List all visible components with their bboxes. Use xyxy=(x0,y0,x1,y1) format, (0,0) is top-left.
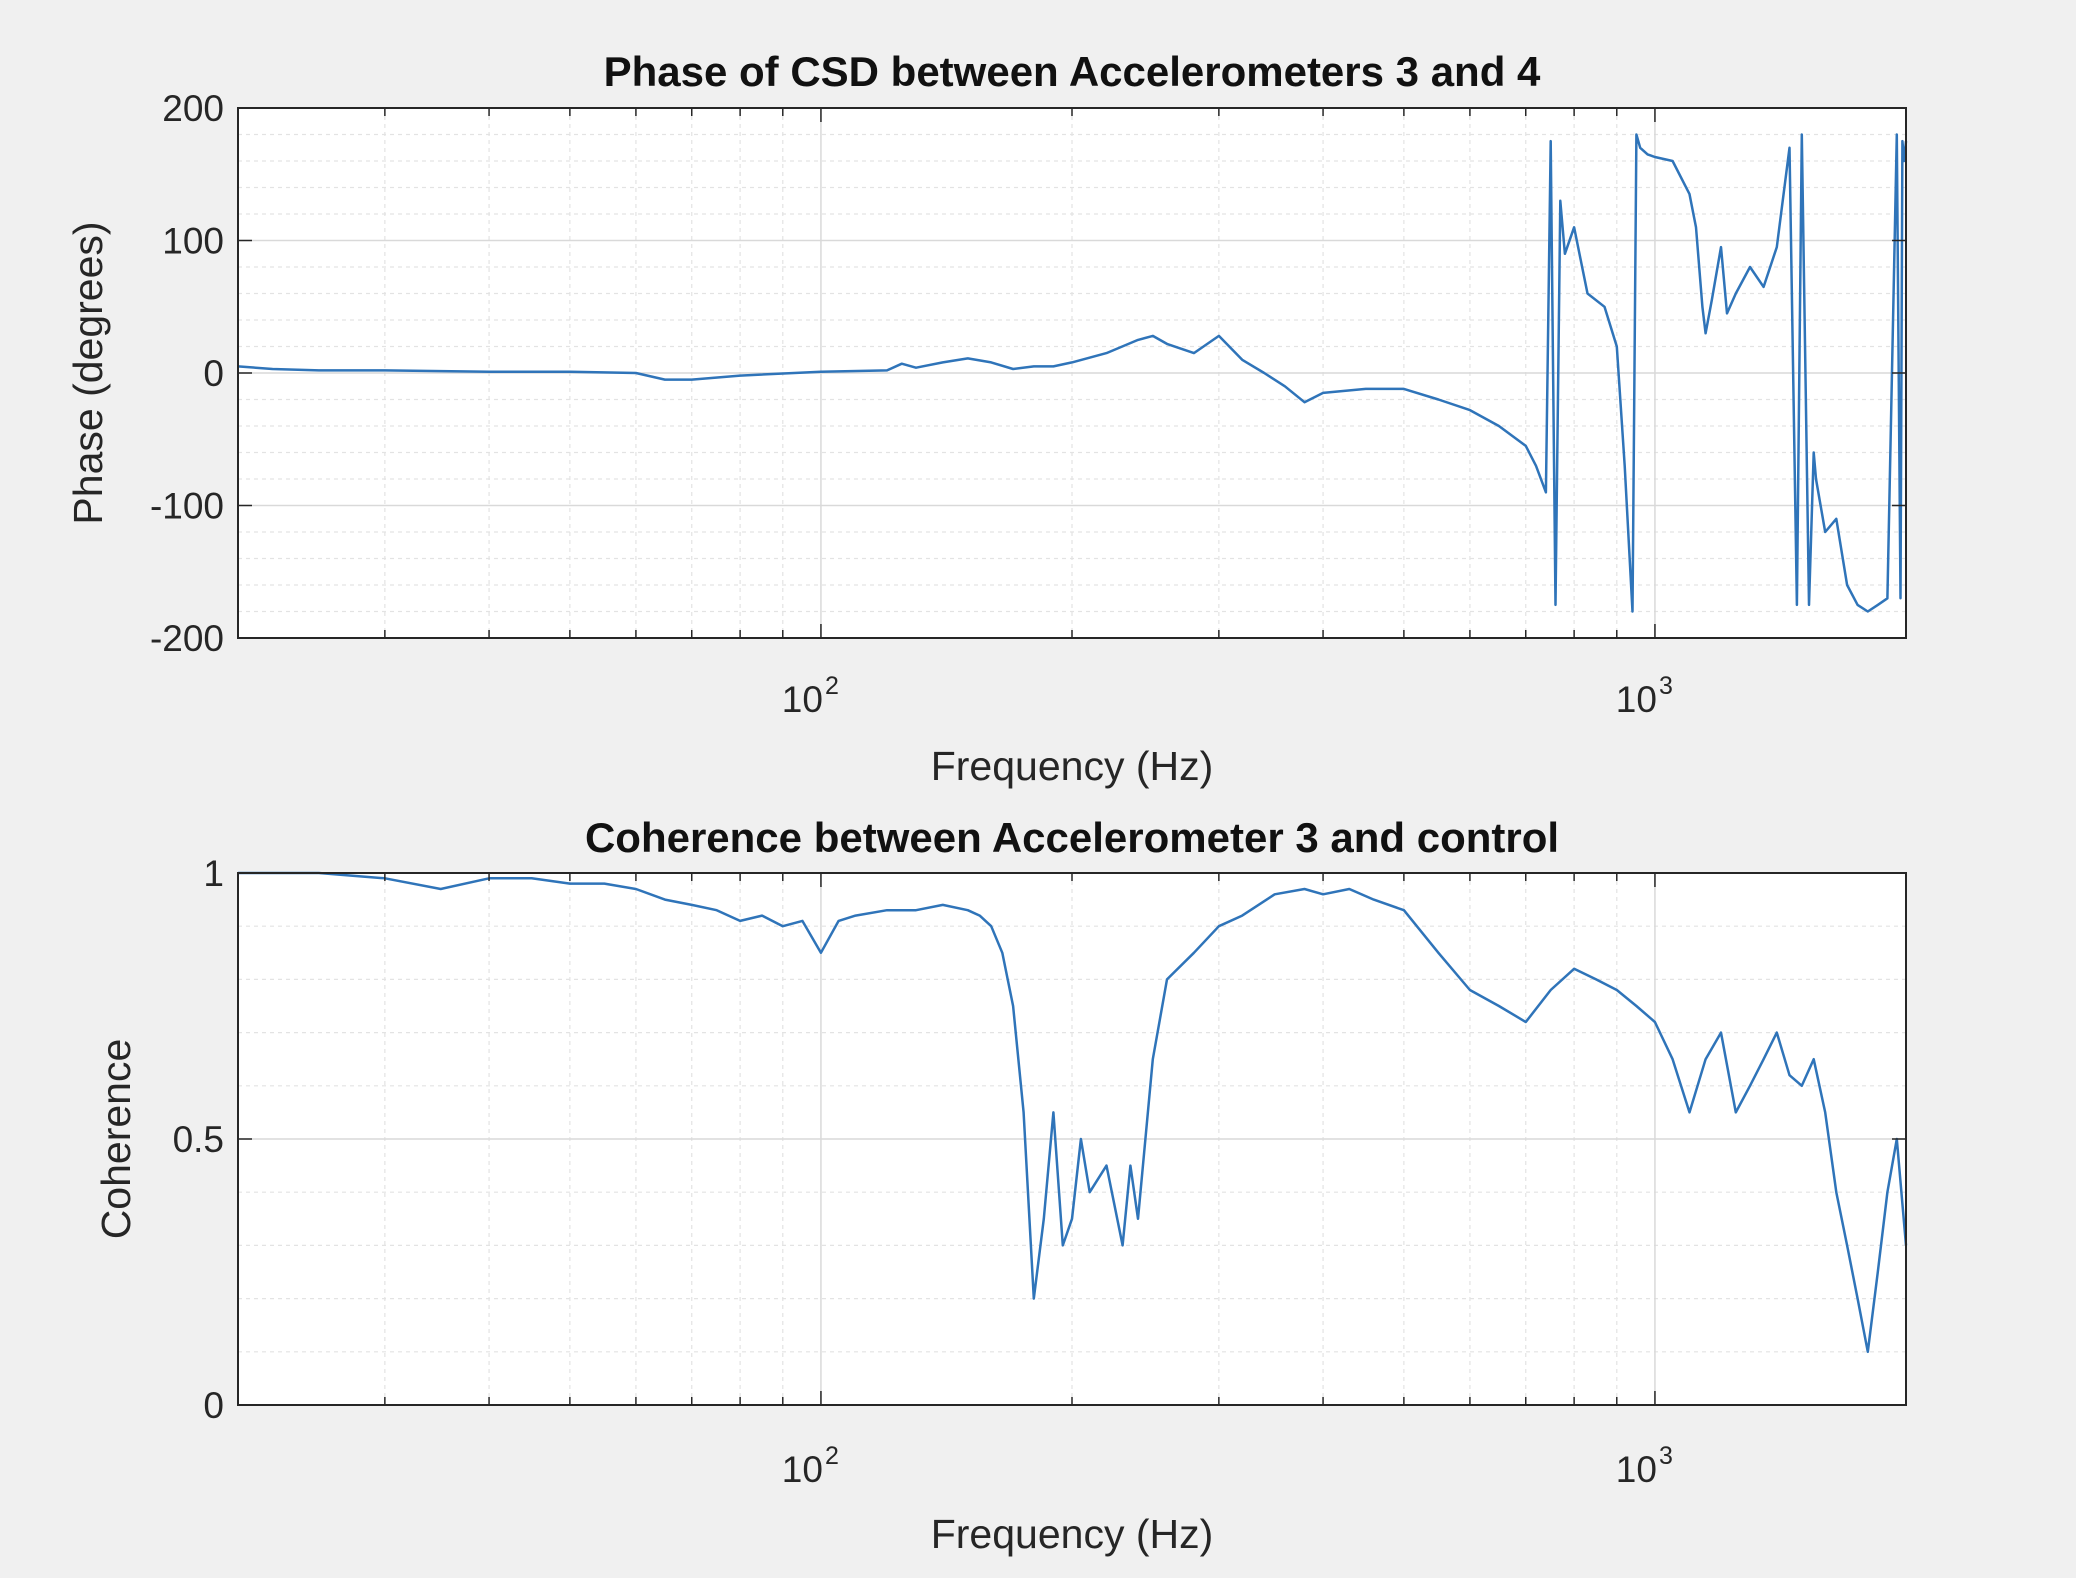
coh-y-tick-label: 0.5 xyxy=(173,1119,224,1160)
coherence-y-axis-label: Coherence xyxy=(93,1039,139,1240)
coh-x-tick-exponent: 3 xyxy=(1659,1442,1673,1470)
phase-series-line xyxy=(237,133,1908,613)
phase-x-tick-base: 10 xyxy=(782,679,823,720)
coherence-major-grid xyxy=(238,873,1906,1405)
phase-x-tick-exponent: 2 xyxy=(825,672,839,700)
phase-x-tick-base: 10 xyxy=(1616,679,1657,720)
coh-x-tick-label: 10 3 xyxy=(1616,1442,1673,1490)
phase-y-tick-labels: 200 100 0 -100 -200 xyxy=(150,88,224,659)
coh-x-tick-base: 10 xyxy=(782,1449,823,1490)
coherence-series-line xyxy=(238,871,1908,1354)
coherence-x-tick-labels: 10 2 10 3 xyxy=(782,1442,1673,1490)
phase-y-tick-label: 200 xyxy=(162,88,224,129)
coh-x-tick-label: 10 2 xyxy=(782,1442,839,1490)
coherence-tick-marks xyxy=(238,872,1906,1406)
coherence-y-tick-labels: 10.50 xyxy=(173,853,224,1426)
coh-x-tick-exponent: 2 xyxy=(825,1442,839,1470)
phase-y-tick-label: -200 xyxy=(150,618,224,659)
phase-y-tick-label: -100 xyxy=(150,486,224,527)
coh-y-tick-label: 1 xyxy=(203,853,224,894)
coherence-x-axis-label: Frequency (Hz) xyxy=(931,1511,1214,1557)
phase-x-axis-label: Frequency (Hz) xyxy=(931,743,1214,789)
coh-y-tick-label: 0 xyxy=(203,1385,224,1426)
coh-x-tick-base: 10 xyxy=(1616,1449,1657,1490)
phase-x-tick-exponent: 3 xyxy=(1659,672,1673,700)
phase-y-tick-label: 0 xyxy=(203,353,224,394)
phase-x-tick-labels: 10 2 10 3 xyxy=(782,672,1673,720)
coherence-chart-title: Coherence between Accelerometer 3 and co… xyxy=(585,814,1559,861)
phase-x-tick-label: 10 2 xyxy=(782,672,839,720)
coherence-chart: 10.50 10 2 10 3 Coherence between Accelerom… xyxy=(93,814,1908,1557)
phase-y-axis-label: Phase (degrees) xyxy=(65,221,111,524)
phase-x-tick-label: 10 3 xyxy=(1616,672,1673,720)
phase-chart-title: Phase of CSD between Accelerometers 3 an… xyxy=(604,48,1541,95)
phase-tick-marks xyxy=(238,107,1906,639)
phase-y-tick-label: 100 xyxy=(162,221,224,262)
